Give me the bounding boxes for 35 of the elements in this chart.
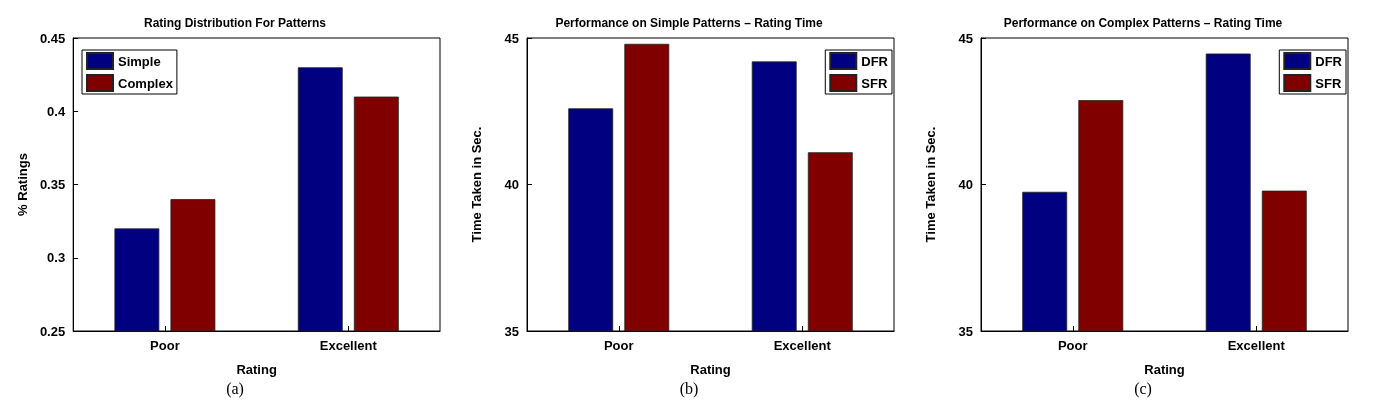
x-axis-title: Rating — [1144, 362, 1185, 377]
y-tick-label: 40 — [958, 177, 973, 192]
x-tick-label: Excellent — [319, 338, 378, 353]
chart-title: Performance on Simple Patterns – Rating Time — [555, 16, 823, 30]
y-axis-title: % Ratings — [15, 153, 30, 216]
x-axis-title: Rating — [236, 362, 277, 377]
y-tick-label: 0.45 — [39, 30, 66, 46]
y-axis-title: Time Taken in Sec. — [923, 126, 938, 243]
y-tick-label: 45 — [504, 30, 519, 46]
x-tick-label: Poor — [603, 338, 634, 353]
y-tick-label: 0.25 — [39, 323, 66, 339]
x-axis-title: Rating — [690, 362, 731, 377]
legend-label: Complex — [118, 75, 174, 91]
y-tick-label: 40 — [504, 177, 519, 192]
y-tick-label: 45 — [958, 30, 973, 46]
legend-label: DFR — [861, 53, 889, 69]
x-tick-label: Excellent — [1227, 338, 1286, 353]
text: (c) — [1134, 379, 1152, 398]
text: (b) — [679, 379, 699, 398]
x-tick-label: Poor — [150, 338, 180, 353]
legend-label: SFR — [861, 75, 888, 91]
legend-label: Simple — [118, 53, 161, 69]
x-tick-label: Poor — [1057, 338, 1088, 353]
y-tick-label: 0.35 — [39, 177, 66, 192]
text: (a) — [226, 379, 244, 398]
y-tick-label: 35 — [958, 323, 973, 339]
chart-title: Rating Distribution For Patterns — [143, 16, 327, 30]
legend-label: SFR — [1315, 75, 1342, 91]
x-tick-label: Excellent — [773, 338, 832, 353]
y-axis-title: Time Taken in Sec. — [469, 126, 484, 243]
y-tick-label: 35 — [504, 323, 519, 339]
chart-title: Performance on Complex Patterns – Rating Time — [1003, 16, 1283, 30]
legend-label: DFR — [1315, 53, 1343, 69]
y-tick-label: 0.4 — [47, 103, 66, 119]
y-tick-label: 0.3 — [47, 250, 66, 266]
